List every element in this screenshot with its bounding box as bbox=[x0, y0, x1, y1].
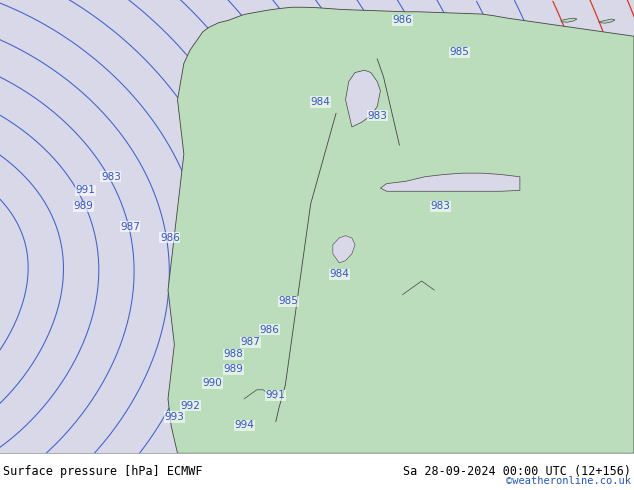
Text: 987: 987 bbox=[120, 221, 140, 232]
Text: 992: 992 bbox=[180, 401, 200, 411]
Text: ©weatheronline.co.uk: ©weatheronline.co.uk bbox=[506, 476, 631, 486]
Polygon shape bbox=[346, 70, 380, 127]
Text: 985: 985 bbox=[450, 47, 470, 57]
Text: 993: 993 bbox=[164, 412, 184, 422]
Polygon shape bbox=[380, 173, 520, 191]
Text: 990: 990 bbox=[202, 378, 223, 388]
Text: 988: 988 bbox=[223, 349, 243, 360]
Polygon shape bbox=[333, 236, 355, 263]
Text: 983: 983 bbox=[101, 172, 121, 182]
Text: 989: 989 bbox=[223, 365, 243, 374]
Polygon shape bbox=[561, 18, 577, 22]
Text: 985: 985 bbox=[278, 296, 299, 306]
Text: Surface pressure [hPa] ECMWF: Surface pressure [hPa] ECMWF bbox=[3, 466, 203, 478]
Polygon shape bbox=[168, 7, 634, 453]
Text: 991: 991 bbox=[75, 185, 96, 196]
Text: 986: 986 bbox=[160, 233, 180, 243]
Text: 986: 986 bbox=[259, 325, 280, 335]
Text: 989: 989 bbox=[74, 201, 94, 211]
Text: 991: 991 bbox=[266, 390, 286, 400]
Polygon shape bbox=[599, 19, 615, 23]
Text: 986: 986 bbox=[392, 15, 413, 25]
Text: 983: 983 bbox=[367, 111, 387, 121]
Text: 984: 984 bbox=[310, 97, 330, 107]
Text: 984: 984 bbox=[329, 269, 349, 279]
Text: Sa 28-09-2024 00:00 UTC (12+156): Sa 28-09-2024 00:00 UTC (12+156) bbox=[403, 466, 631, 478]
Text: 987: 987 bbox=[240, 337, 261, 347]
Text: 994: 994 bbox=[234, 420, 254, 430]
Text: 983: 983 bbox=[430, 201, 451, 211]
